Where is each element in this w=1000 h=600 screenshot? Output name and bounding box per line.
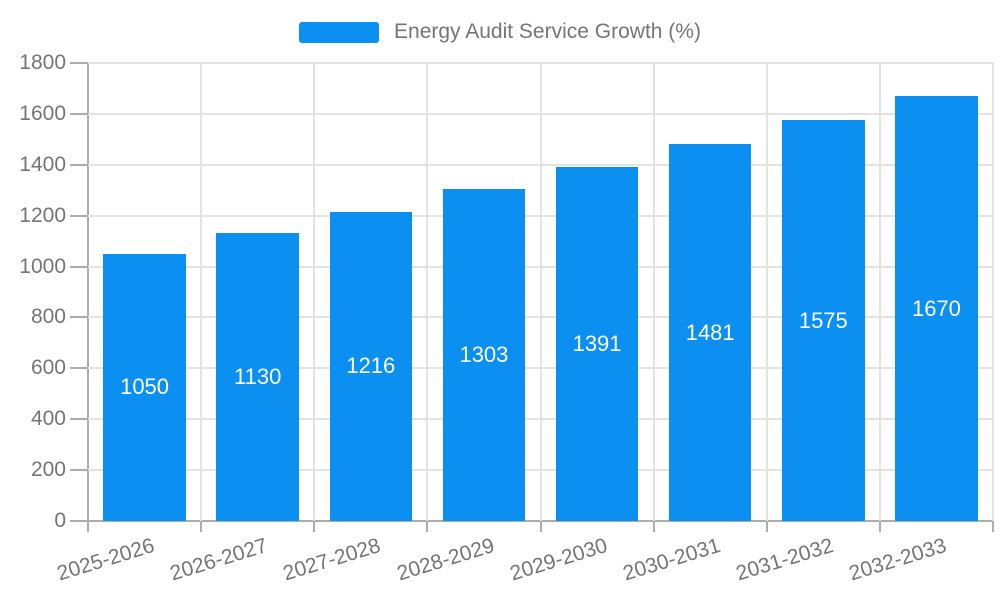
legend-label: Energy Audit Service Growth (%) — [394, 20, 701, 43]
y-axis-tick-label: 200 — [30, 458, 66, 482]
bar: 1130 — [216, 233, 299, 521]
v-gridline — [992, 63, 994, 521]
x-axis-tick-mark — [765, 521, 768, 532]
x-axis-tick-mark — [200, 521, 203, 532]
x-axis-tick-mark — [313, 521, 316, 532]
x-axis-tick-label: 2031-2032 — [733, 534, 837, 586]
bar-value-label: 1481 — [685, 319, 735, 345]
x-axis-tick-label: 2029-2030 — [507, 534, 610, 586]
bar: 1050 — [103, 253, 186, 521]
y-axis-tick-label: 600 — [30, 356, 66, 380]
y-axis-tick-mark — [70, 520, 88, 522]
v-gridline — [878, 63, 881, 521]
y-axis-tick-label: 400 — [30, 407, 66, 431]
x-axis-tick-label: 2026-2027 — [167, 534, 271, 586]
v-gridline — [313, 63, 316, 521]
x-axis-tick-mark — [878, 521, 881, 532]
y-axis-tick-mark — [70, 214, 88, 217]
x-axis-tick-mark — [426, 521, 429, 532]
y-axis-tick-mark — [70, 112, 88, 115]
y-axis-tick-mark — [70, 469, 88, 472]
x-axis-tick-mark — [87, 521, 89, 532]
bar-value-label: 1216 — [346, 353, 396, 379]
legend[interactable]: Energy Audit Service Growth (%) — [0, 20, 1000, 44]
v-gridline — [200, 63, 203, 521]
legend-swatch — [299, 21, 380, 43]
bar-value-label: 1130 — [234, 364, 282, 390]
y-axis-tick-label: 1200 — [19, 203, 66, 227]
bar: 1575 — [782, 120, 865, 521]
y-axis-tick-mark — [70, 418, 88, 421]
bar-value-label: 1575 — [798, 307, 848, 333]
x-axis-tick-label: 2027-2028 — [280, 534, 384, 586]
y-axis-tick-mark — [70, 163, 88, 166]
x-axis-tick-label: 2025-2026 — [54, 534, 158, 586]
x-axis-tick-mark — [992, 521, 994, 532]
x-axis-line — [70, 520, 993, 522]
bar-value-label: 1670 — [911, 295, 961, 321]
y-axis-tick-mark — [70, 265, 88, 268]
bar-value-label: 1391 — [572, 331, 622, 357]
y-axis-tick-mark — [70, 316, 88, 319]
bar-value-label: 1303 — [459, 342, 509, 368]
y-axis-tick-label: 1400 — [19, 152, 66, 176]
bar: 1303 — [442, 189, 526, 521]
bar: 1670 — [895, 96, 978, 521]
y-axis-tick-mark — [70, 62, 88, 64]
bar: 1391 — [555, 167, 639, 521]
x-axis-tick-mark — [539, 521, 542, 532]
x-axis-tick-label: 2028-2029 — [393, 534, 497, 586]
v-gridline — [539, 63, 542, 521]
x-axis-tick-mark — [652, 521, 655, 532]
y-axis-tick-label: 800 — [30, 305, 66, 329]
x-axis-tick-label: 2030-2031 — [620, 534, 723, 586]
bar: 1481 — [668, 144, 752, 521]
v-gridline — [765, 63, 768, 521]
v-gridline — [652, 63, 655, 521]
x-axis-tick-label: 2032-2033 — [846, 534, 950, 586]
y-axis-tick-label: 0 — [54, 509, 66, 532]
v-gridline — [426, 63, 429, 521]
y-axis-tick-label: 1000 — [19, 254, 66, 278]
y-axis-tick-mark — [70, 367, 88, 370]
plot-area: 1050 1130 1216 1303 1391 1481 1575 1670 — [88, 62, 994, 521]
bar: 1216 — [329, 211, 413, 521]
bar-value-label: 1050 — [120, 374, 170, 400]
y-axis-line — [87, 63, 89, 532]
y-axis-tick-label: 1600 — [19, 101, 66, 125]
y-axis-tick-label: 1800 — [19, 51, 66, 74]
